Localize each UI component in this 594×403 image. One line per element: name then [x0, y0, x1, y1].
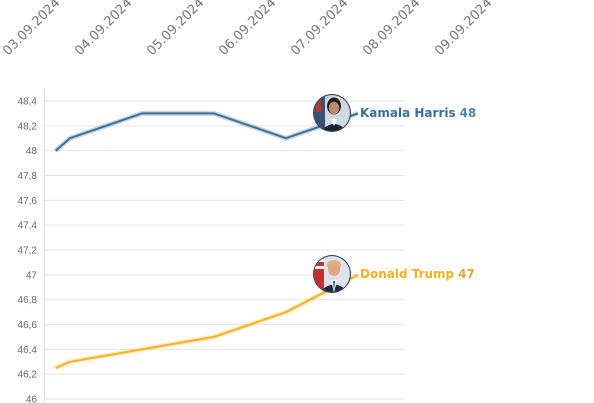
series-end-label-trump: Donald Trump 47	[360, 267, 475, 281]
series-halo-1	[54, 272, 360, 371]
harris-value: 48	[460, 106, 477, 120]
series-halo-0	[53, 110, 359, 153]
y-tick-label: 46,2	[18, 370, 38, 381]
y-tick-label: 46,6	[18, 320, 38, 331]
y-tick-label: 47,2	[18, 246, 38, 257]
x-tick-label: 07.09.2024	[288, 0, 351, 59]
trump-value: 47	[458, 267, 475, 281]
y-tick-label: 46	[26, 395, 38, 403]
harris-name: Kamala Harris	[360, 106, 456, 120]
y-tick-label: 48	[26, 146, 38, 157]
donald-trump-avatar	[313, 255, 351, 293]
x-tick-label: 03.09.2024	[0, 0, 63, 59]
x-tick-label: 04.09.2024	[72, 0, 135, 59]
y-tick-label: 48,4	[18, 97, 38, 108]
grid-lines	[44, 100, 404, 400]
x-tick-label: 09.09.2024	[432, 0, 495, 59]
y-tick-label: 47	[26, 270, 38, 281]
x-axis: 03.09.2024 04.09.2024 05.09.2024 06.09.2024…	[0, 0, 495, 59]
x-tick-label: 06.09.2024	[216, 0, 279, 59]
series-end-label-harris: Kamala Harris 48	[360, 106, 476, 120]
y-tick-label: 47,6	[18, 196, 38, 207]
y-tick-label: 46,8	[18, 295, 38, 306]
y-tick-label: 47,4	[18, 221, 38, 232]
x-tick-label: 05.09.2024	[144, 0, 207, 59]
y-axis: 46 46,2 46,4 46,6 46,8 47 47,2 47,4 47,6 47,8 48 48…	[18, 88, 45, 403]
y-tick-label: 46,4	[18, 345, 38, 356]
y-tick-label: 48,2	[18, 121, 38, 132]
y-tick-label: 47,8	[18, 171, 38, 182]
trump-name: Donald Trump	[360, 267, 455, 281]
series-line-1	[55, 273, 359, 369]
series-layer	[53, 110, 360, 371]
x-tick-label: 08.09.2024	[360, 0, 423, 59]
kamala-harris-avatar	[313, 94, 351, 132]
series-line-0	[54, 112, 359, 152]
